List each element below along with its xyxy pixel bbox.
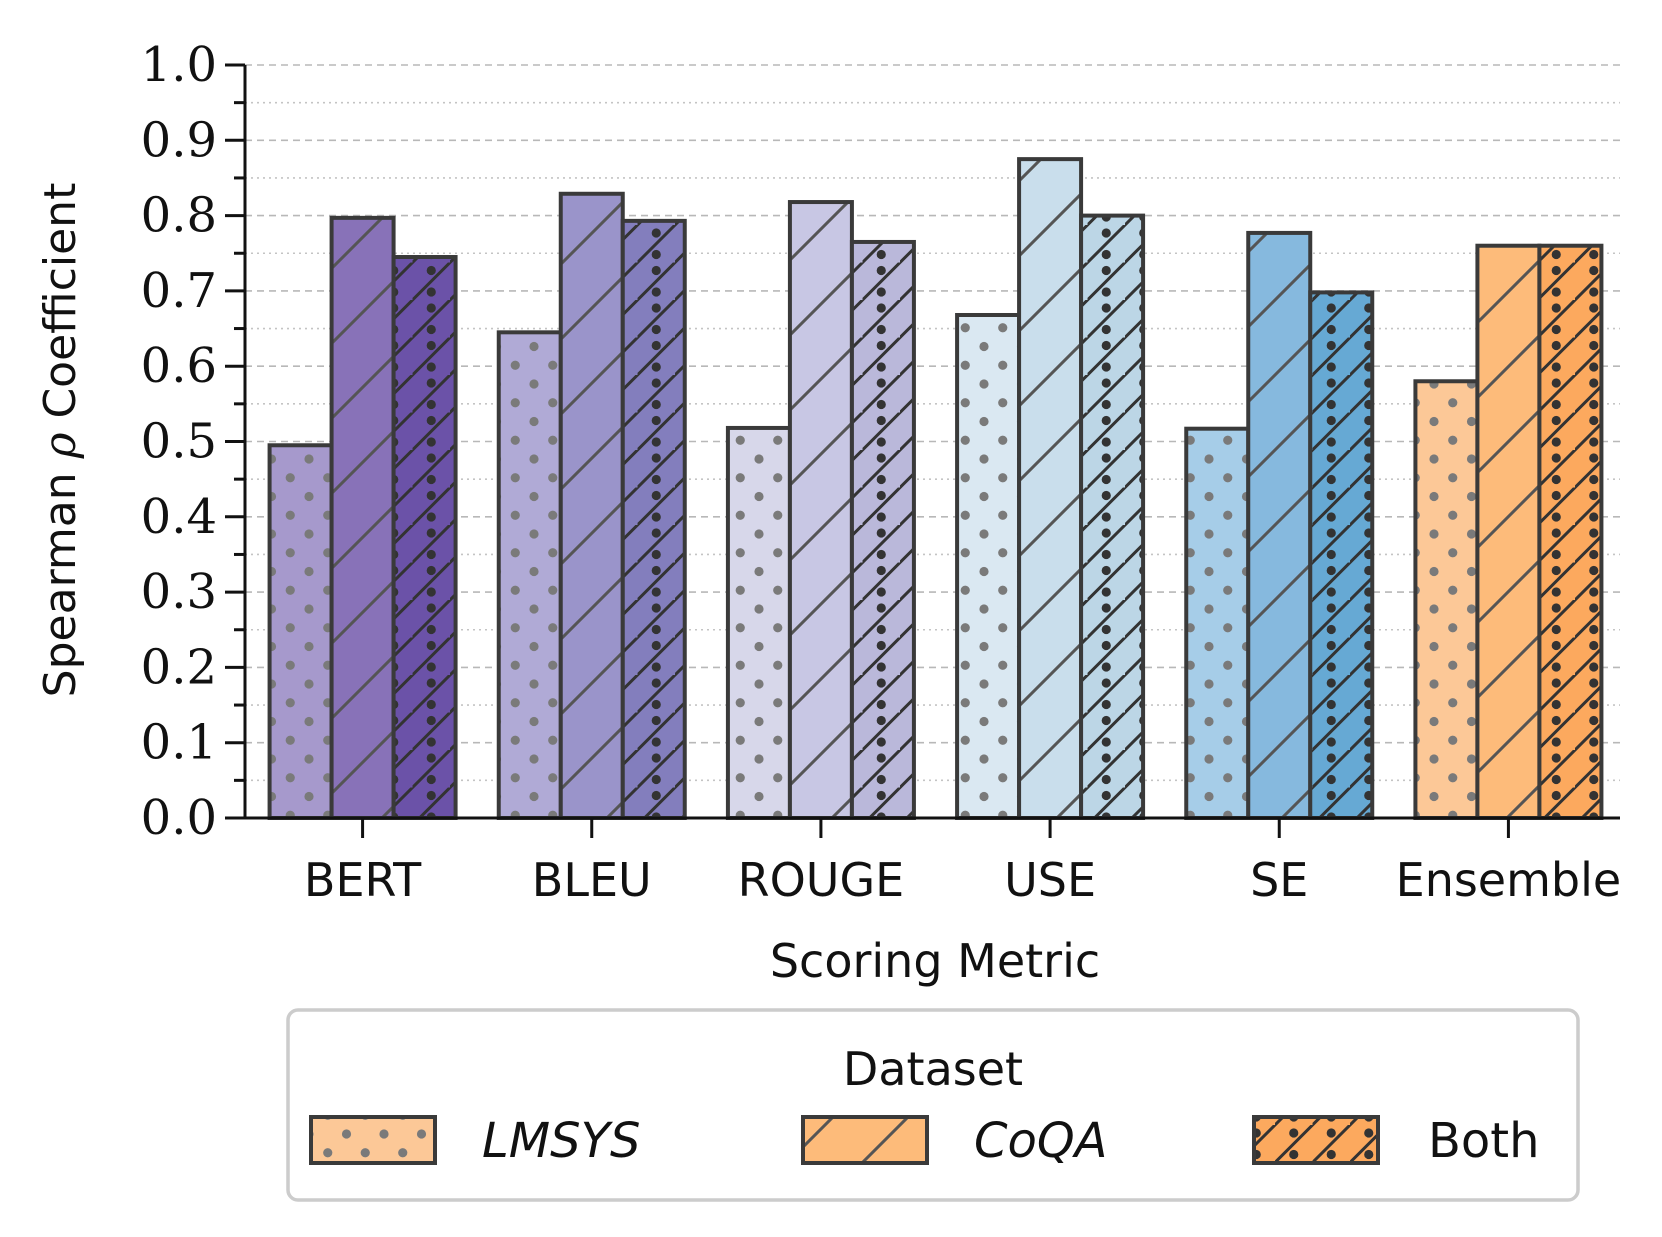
bar-pattern [1081,215,1144,819]
bar-pattern [727,427,790,818]
y-tick-label: 0.4 [141,489,217,545]
legend-label: LMSYS [482,1113,640,1169]
bar-ensemble-both [1537,243,1604,821]
bar-pattern [331,217,394,818]
legend-title: Dataset [843,1042,1023,1096]
y-ticks: 0.0 0.1 0.2 0.3 0.4 0.5 0.6 0.7 0.8 0.9 1.0 [141,37,245,846]
x-tick-label: Ensemble [1396,853,1622,907]
legend-swatch [309,1115,437,1165]
x-tick-label: ROUGE [738,853,905,907]
bar-pattern [1019,159,1082,818]
x-tick-label: BERT [304,853,422,907]
bar-pattern [1248,232,1311,818]
bar-bleu-coqa [558,191,625,820]
bar-rouge-lmsys [725,425,792,820]
legend-label: CoQA [974,1113,1108,1169]
bar-group-bert [267,215,458,820]
bar-bert-coqa [329,215,396,820]
bar-se-coqa [1246,230,1313,820]
y-tick-label: 0.8 [141,188,217,244]
y-tick-label: 0.2 [141,639,217,695]
y-axis-label: Spearman ρ Coefficient [35,183,86,698]
x-tick-label: BLEU [532,853,652,907]
bar-pattern [1477,245,1540,819]
legend: Dataset LMSYS CoQA Both [286,1008,1580,1202]
grid-lines [245,64,1620,782]
bar-pattern [1310,292,1373,818]
bar-pattern [393,257,456,818]
y-tick-label: 0.7 [141,263,217,319]
bar-group-ensemble [1413,243,1604,821]
bar-group-use [955,157,1146,821]
bar-pattern [1415,381,1478,818]
y-tick-label: 0.5 [141,414,217,470]
y-tick-label: 0.1 [141,715,217,771]
x-tick-label: SE [1250,853,1308,907]
bar-pattern [789,202,852,818]
bar-bleu-lmsys [496,330,563,820]
legend-entry-coqa: CoQA [801,1113,1108,1169]
bar-pattern [1539,245,1602,819]
bar-pattern [1186,428,1249,818]
y-tick-label: 0.3 [141,564,217,620]
bar-bleu-both [620,218,687,821]
x-tick-label: USE [1004,853,1096,907]
y-tick-label: 0.6 [141,338,217,394]
bar-use-lmsys [955,312,1022,820]
bar-bert-lmsys [267,443,334,820]
bar-group-rouge [725,200,916,820]
legend-swatch [801,1115,929,1165]
bar-se-lmsys [1184,426,1251,820]
bar-group-se [1184,230,1375,820]
bar-use-both [1079,213,1146,821]
bar-pattern [851,241,914,818]
legend-swatch [1252,1115,1380,1165]
y-tick-label: 1.0 [141,37,217,93]
bars [267,157,1604,821]
bar-pattern [560,193,623,818]
bar-group-bleu [496,191,687,821]
bar-pattern [269,445,332,818]
bar-use-coqa [1017,157,1084,820]
bar-se-both [1308,290,1375,820]
x-ticks: BERT BLEU ROUGE USE SE Ensemble [304,818,1621,907]
legend-entry-both: Both [1252,1113,1540,1169]
bar-ensemble-lmsys [1413,379,1480,820]
bar-rouge-coqa [787,200,854,820]
bar-pattern [622,220,685,819]
bar-pattern [498,332,561,818]
bar-rouge-both [849,239,916,820]
y-tick-label: 0.9 [141,112,217,168]
x-axis-label: Scoring Metric [770,934,1100,988]
bar-bert-both [391,255,458,820]
legend-label: Both [1428,1113,1540,1169]
legend-entry-lmsys: LMSYS [309,1113,640,1169]
bar-pattern [957,314,1020,818]
legend-box [286,1008,1580,1202]
bar-ensemble-coqa [1475,243,1542,821]
y-tick-label: 0.0 [141,790,217,846]
